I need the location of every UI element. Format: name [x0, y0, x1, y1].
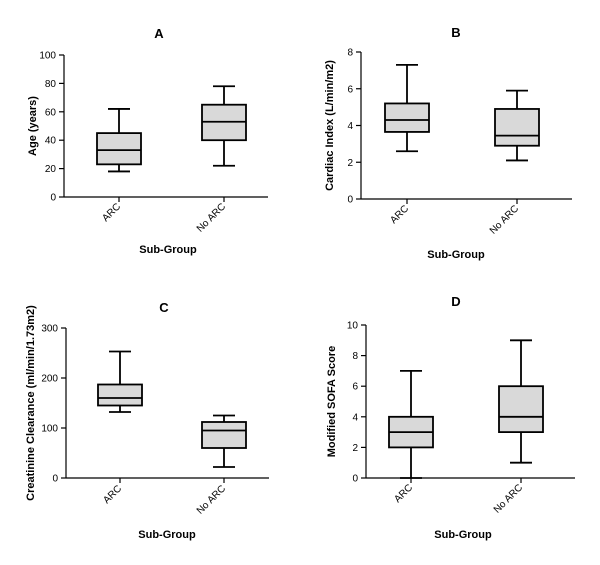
x-axis-label: Sub-Group	[434, 529, 492, 541]
y-tick-label: 80	[45, 79, 57, 90]
y-tick-label: 0	[52, 474, 58, 485]
iqr-box	[494, 108, 540, 147]
y-tick-label: 4	[347, 121, 353, 132]
panel-title: A	[154, 26, 164, 41]
y-tick-label: 8	[352, 351, 358, 362]
y-tick-label: 0	[352, 474, 358, 485]
box-no-arc	[498, 339, 544, 464]
box-no-arc	[201, 85, 247, 167]
y-tick-label: 6	[347, 84, 353, 95]
panel-title: C	[159, 300, 169, 315]
x-category-label: ARC	[392, 482, 415, 505]
y-tick-label: 10	[347, 321, 359, 332]
y-tick-label: 6	[352, 382, 358, 393]
y-tick-label: 0	[347, 195, 353, 206]
x-axis-label: Sub-Group	[427, 249, 485, 261]
box-arc	[97, 350, 143, 413]
panel-c: C 0 100 200 300 ARC No ARC Creatinine Clearance…	[25, 300, 269, 541]
x-category-label: No ARC	[195, 483, 228, 516]
panel-title: D	[451, 294, 460, 309]
y-tick-label: 40	[45, 136, 57, 147]
box-arc	[388, 369, 434, 479]
x-category-label: ARC	[388, 203, 411, 226]
y-tick-label: 8	[347, 48, 353, 59]
x-category-label: No ARC	[488, 203, 521, 236]
y-axis-label: Creatinine Clearance (ml/min/1.73m2)	[25, 305, 37, 501]
y-axis-label: Modified SOFA Score	[326, 346, 338, 457]
panel-title: B	[451, 25, 460, 40]
y-tick-label: 0	[50, 193, 56, 204]
y-tick-label: 2	[352, 443, 358, 454]
x-axis-label: Sub-Group	[139, 244, 197, 256]
y-tick-label: 60	[45, 107, 57, 118]
x-category-label: ARC	[101, 483, 124, 506]
y-tick-label: 2	[347, 158, 353, 169]
y-tick-label: 100	[41, 424, 58, 435]
y-tick-label: 4	[352, 412, 358, 423]
y-axis-label: Cardiac Index (L/min/m2)	[324, 60, 336, 191]
x-category-label: No ARC	[492, 482, 525, 515]
x-axis-label: Sub-Group	[138, 529, 196, 541]
box-arc	[96, 108, 142, 173]
panel-a: A 0 20 40 60 80 100 ARC No ARC Age (years) Sub-Gro…	[27, 26, 268, 256]
iqr-box	[97, 383, 143, 407]
panel-d: D 0 2 4 6 8 10 ARC No ARC Modified SOFA Score Sub-…	[326, 294, 575, 541]
iqr-box	[384, 102, 430, 133]
panel-b: B 0 2 4 6 8 ARC No ARC Cardiac Index (L/min/m2) S…	[324, 25, 572, 261]
box-no-arc	[494, 89, 540, 162]
iqr-box	[201, 421, 247, 449]
box-arc	[384, 63, 430, 153]
x-category-label: No ARC	[195, 201, 228, 234]
x-category-label: ARC	[100, 201, 123, 224]
y-tick-label: 20	[45, 164, 57, 175]
y-tick-label: 200	[41, 374, 58, 385]
box-no-arc	[201, 414, 247, 468]
iqr-box	[96, 132, 142, 166]
y-axis-label: Age (years)	[27, 96, 39, 156]
iqr-box	[498, 385, 544, 434]
y-tick-label: 300	[41, 324, 58, 335]
y-tick-label: 100	[39, 51, 56, 62]
